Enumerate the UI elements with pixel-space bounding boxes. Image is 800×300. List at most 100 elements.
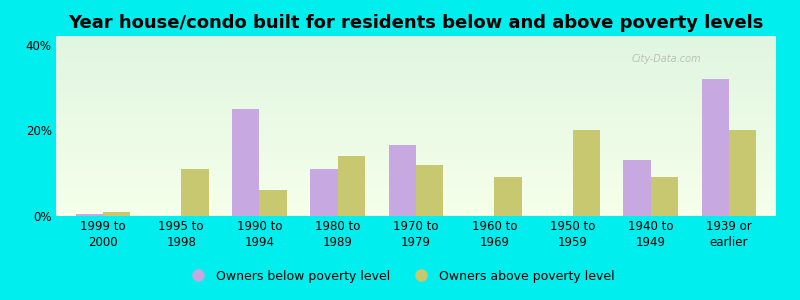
Bar: [56, 60, 776, 61]
Bar: [56, 125, 776, 126]
Bar: [56, 207, 776, 208]
Bar: [56, 152, 776, 153]
Bar: [56, 124, 776, 125]
Bar: [56, 48, 776, 49]
Bar: [56, 85, 776, 86]
Bar: [56, 88, 776, 89]
Bar: [56, 96, 776, 97]
Bar: [56, 127, 776, 128]
Bar: [623, 160, 650, 216]
Bar: [56, 102, 776, 103]
Bar: [56, 50, 776, 51]
Bar: [56, 99, 776, 100]
Bar: [56, 137, 776, 138]
Title: Year house/condo built for residents below and above poverty levels: Year house/condo built for residents bel…: [68, 14, 764, 32]
Bar: [56, 153, 776, 154]
Bar: [56, 72, 776, 73]
Bar: [56, 145, 776, 146]
Bar: [56, 89, 776, 90]
Bar: [56, 73, 776, 74]
Bar: [56, 146, 776, 147]
Bar: [56, 211, 776, 212]
Bar: [56, 104, 776, 105]
Bar: [573, 130, 600, 216]
Bar: [56, 180, 776, 181]
Bar: [56, 200, 776, 201]
Bar: [56, 134, 776, 135]
Bar: [56, 191, 776, 192]
Bar: [56, 109, 776, 110]
Bar: [56, 141, 776, 142]
Bar: [56, 159, 776, 160]
Bar: [56, 136, 776, 137]
Bar: [56, 184, 776, 185]
Bar: [56, 130, 776, 131]
Bar: [56, 106, 776, 107]
Bar: [56, 199, 776, 200]
Bar: [56, 37, 776, 38]
Bar: [56, 100, 776, 101]
Bar: [56, 78, 776, 79]
Bar: [56, 86, 776, 87]
Bar: [56, 193, 776, 194]
Bar: [56, 173, 776, 174]
Bar: [56, 188, 776, 189]
Bar: [56, 113, 776, 114]
Bar: [56, 131, 776, 132]
Bar: [56, 171, 776, 172]
Bar: [338, 156, 365, 216]
Bar: [56, 179, 776, 180]
Bar: [56, 63, 776, 64]
Bar: [702, 79, 729, 216]
Bar: [56, 139, 776, 140]
Bar: [56, 80, 776, 81]
Bar: [56, 45, 776, 46]
Bar: [56, 44, 776, 45]
Bar: [56, 138, 776, 139]
Bar: [56, 201, 776, 202]
Bar: [650, 177, 678, 216]
Bar: [56, 85, 776, 86]
Text: City-Data.com: City-Data.com: [632, 54, 702, 64]
Bar: [56, 107, 776, 108]
Bar: [56, 91, 776, 92]
Bar: [56, 112, 776, 113]
Bar: [56, 168, 776, 169]
Bar: [232, 109, 259, 216]
Bar: [56, 156, 776, 157]
Bar: [56, 110, 776, 111]
Bar: [389, 145, 416, 216]
Bar: [56, 87, 776, 88]
Bar: [56, 114, 776, 115]
Bar: [56, 55, 776, 56]
Bar: [56, 214, 776, 215]
Bar: [56, 148, 776, 149]
Bar: [56, 158, 776, 159]
Bar: [56, 135, 776, 136]
Bar: [56, 213, 776, 214]
Bar: [259, 190, 287, 216]
Bar: [56, 74, 776, 75]
Bar: [75, 214, 103, 216]
Bar: [56, 185, 776, 186]
Bar: [56, 133, 776, 134]
Bar: [56, 122, 776, 123]
Bar: [182, 169, 209, 216]
Bar: [56, 162, 776, 163]
Bar: [56, 53, 776, 54]
Bar: [56, 103, 776, 104]
Bar: [56, 67, 776, 68]
Bar: [56, 198, 776, 199]
Bar: [494, 177, 522, 216]
Bar: [56, 177, 776, 178]
Bar: [56, 189, 776, 190]
Bar: [416, 165, 443, 216]
Bar: [56, 98, 776, 99]
Bar: [56, 149, 776, 150]
Bar: [56, 92, 776, 93]
Bar: [56, 157, 776, 158]
Bar: [56, 208, 776, 209]
Bar: [56, 181, 776, 182]
Bar: [56, 82, 776, 83]
Bar: [56, 66, 776, 67]
